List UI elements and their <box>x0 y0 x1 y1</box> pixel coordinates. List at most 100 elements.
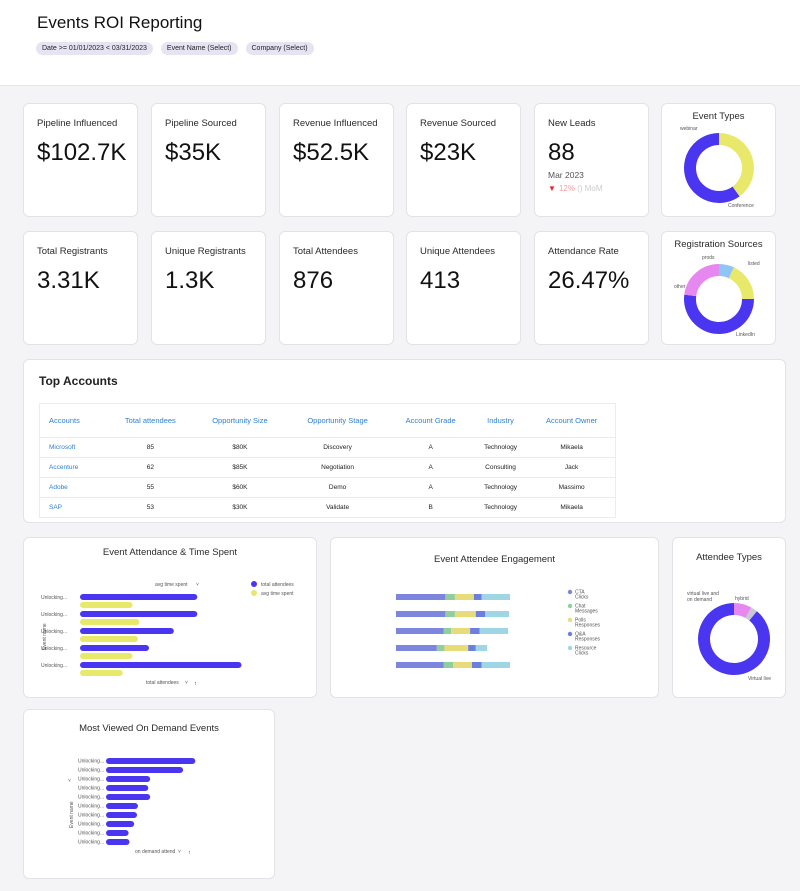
bar-segment-q-a-responses[interactable] <box>470 628 480 634</box>
kpi-label: Pipeline Influenced <box>37 118 118 129</box>
column-header-total-attendees[interactable]: Total attendees <box>107 403 194 438</box>
bar-segment-q-a-responses[interactable] <box>472 662 482 668</box>
sort-arrow-icon[interactable]: ↑ <box>194 681 197 687</box>
table-row: Adobe 55 $60K Demo A Technology Massimo <box>39 477 616 498</box>
donut-slice-other[interactable] <box>684 264 720 297</box>
bar-avg-time-spent[interactable] <box>80 653 133 659</box>
bar-total-attendees[interactable] <box>80 645 149 651</box>
bar-segment-q-a-responses[interactable] <box>473 594 482 600</box>
bar-segment-chat-messages[interactable] <box>436 645 445 651</box>
bar-on-demand-attend[interactable] <box>106 794 151 800</box>
bar-segment-cta-clicks[interactable] <box>396 594 446 600</box>
on-demand-card[interactable]: Most Viewed On Demand Events Event name … <box>23 709 275 879</box>
column-header-accounts[interactable]: Accounts <box>39 403 108 438</box>
kpi-new-leads[interactable]: New Leads 88 Mar 2023 ▼ 12% () MoM <box>534 103 649 217</box>
filter-chip-date[interactable]: Date >= 01/01/2023 < 03/31/2023 <box>36 42 153 55</box>
bar-segment-chat-messages[interactable] <box>445 594 455 600</box>
bar-on-demand-attend[interactable] <box>106 758 196 764</box>
table-cell: Mikaela <box>528 497 616 518</box>
kpi-revenue-influenced[interactable]: Revenue Influenced $52.5K <box>279 103 394 217</box>
bar-on-demand-attend[interactable] <box>106 776 151 782</box>
bar-segment-chat-messages[interactable] <box>443 628 452 634</box>
donut-slice-linkedin[interactable] <box>684 294 754 334</box>
bar-total-attendees[interactable] <box>80 611 198 617</box>
kpi-unique-attendees[interactable]: Unique Attendees 413 <box>406 231 521 345</box>
bar-segment-resource-clicks[interactable] <box>475 645 488 651</box>
filter-chip-company[interactable]: Company (Select) <box>245 42 314 55</box>
kpi-attendance-rate[interactable]: Attendance Rate 26.47% <box>534 231 649 345</box>
engagement-card[interactable]: Event Attendee Engagement CTA Clicks Chat M… <box>330 537 659 698</box>
bar-segment-q-a-responses[interactable] <box>475 611 486 617</box>
bar-segment-cta-clicks[interactable] <box>396 662 444 668</box>
donut-slice-webinar[interactable] <box>718 133 754 197</box>
bar-segment-polls-responses[interactable] <box>454 594 474 600</box>
bar-segment-chat-messages[interactable] <box>445 611 455 617</box>
donut-slice-hybrid[interactable] <box>745 607 757 621</box>
kpi-revenue-sourced[interactable]: Revenue Sourced $23K <box>406 103 521 217</box>
bar-avg-time-spent[interactable] <box>80 636 138 642</box>
bar-segment-chat-messages[interactable] <box>443 662 454 668</box>
donut-slice-prods[interactable] <box>718 264 734 279</box>
column-header-account-owner[interactable]: Account Owner <box>528 403 616 438</box>
column-header-industry[interactable]: Industry <box>472 403 529 438</box>
bar-on-demand-attend[interactable] <box>106 785 149 791</box>
bar-total-attendees[interactable] <box>80 662 242 668</box>
event-types-card[interactable]: Event Types webinar Conference <box>661 103 776 217</box>
kpi-total-registrants[interactable]: Total Registrants 3.31K <box>23 231 138 345</box>
bar-on-demand-attend[interactable] <box>106 839 130 845</box>
filter-chip-event-name[interactable]: Event Name (Select) <box>160 42 238 55</box>
bar-segment-resource-clicks[interactable] <box>481 662 511 668</box>
kpi-total-attendees[interactable]: Total Attendees 876 <box>279 231 394 345</box>
account-link[interactable]: Accenture <box>39 457 108 478</box>
table-cell: A <box>388 477 473 498</box>
kpi-pipeline-influenced[interactable]: Pipeline Influenced $102.7K <box>23 103 138 217</box>
chevron-down-icon[interactable]: ˅ <box>196 582 199 588</box>
bar-on-demand-attend[interactable] <box>106 812 138 818</box>
bar-segment-resource-clicks[interactable] <box>479 628 509 634</box>
bar-segment-cta-clicks[interactable] <box>396 645 437 651</box>
attendee-types-card[interactable]: Attendee Types virtual live and on demand… <box>672 537 786 698</box>
bar-on-demand-attend[interactable] <box>106 767 184 773</box>
bar-total-attendees[interactable] <box>80 628 174 634</box>
account-link[interactable]: SAP <box>39 497 108 518</box>
donut-slice-virtual-live[interactable] <box>698 603 770 675</box>
column-header-opportunity-size[interactable]: Opportunity Size <box>193 403 287 438</box>
legend-label: CTA Clicks <box>575 590 589 601</box>
chevron-down-icon[interactable]: ˅ <box>185 680 188 686</box>
bar-segment-q-a-responses[interactable] <box>468 645 476 651</box>
bar-segment-resource-clicks[interactable] <box>485 611 510 617</box>
bar-avg-time-spent[interactable] <box>80 602 133 608</box>
bar-on-demand-attend[interactable] <box>106 830 129 836</box>
sort-arrow-icon[interactable]: ↑ <box>188 850 191 856</box>
kpi-unique-registrants[interactable]: Unique Registrants 1.3K <box>151 231 266 345</box>
donut-slice-conference[interactable] <box>684 133 740 203</box>
attendance-time-card[interactable]: Event Attendance & Time Spent avg time s… <box>23 537 317 698</box>
table-cell: Jack <box>528 457 616 478</box>
bar-segment-cta-clicks[interactable] <box>396 611 446 617</box>
chevron-down-icon[interactable]: ˅ <box>178 849 181 855</box>
table-cell: Discovery <box>286 437 389 458</box>
donut-slice-virtual-live-and-on-demand[interactable] <box>733 603 752 619</box>
donut-slice-listed[interactable] <box>728 267 754 300</box>
bar-segment-cta-clicks[interactable] <box>396 628 444 634</box>
registration-sources-card[interactable]: Registration Sources prods listed other … <box>661 231 776 345</box>
bar-avg-time-spent[interactable] <box>80 619 140 625</box>
column-header-account-grade[interactable]: Account Grade <box>388 403 473 438</box>
bar-segment-polls-responses[interactable] <box>451 628 471 634</box>
table-cell: 62 <box>107 457 194 478</box>
kpi-pipeline-sourced[interactable]: Pipeline Sourced $35K <box>151 103 266 217</box>
account-link[interactable]: Microsoft <box>39 437 108 458</box>
bar-on-demand-attend[interactable] <box>106 803 138 809</box>
bar-segment-polls-responses[interactable] <box>453 662 472 668</box>
bar-on-demand-attend[interactable] <box>106 821 135 827</box>
axis-tick-label: Unlocking... <box>78 822 104 828</box>
column-header-opportunity-stage[interactable]: Opportunity Stage <box>286 403 389 438</box>
bar-segment-polls-responses[interactable] <box>444 645 469 651</box>
bar-segment-resource-clicks[interactable] <box>481 594 511 600</box>
bar-segment-polls-responses[interactable] <box>454 611 476 617</box>
chevron-down-icon[interactable]: ˅ <box>68 778 71 784</box>
donut-label-line: virtual live and <box>687 591 719 597</box>
bar-total-attendees[interactable] <box>80 594 198 600</box>
bar-avg-time-spent[interactable] <box>80 670 123 676</box>
account-link[interactable]: Adobe <box>39 477 108 498</box>
